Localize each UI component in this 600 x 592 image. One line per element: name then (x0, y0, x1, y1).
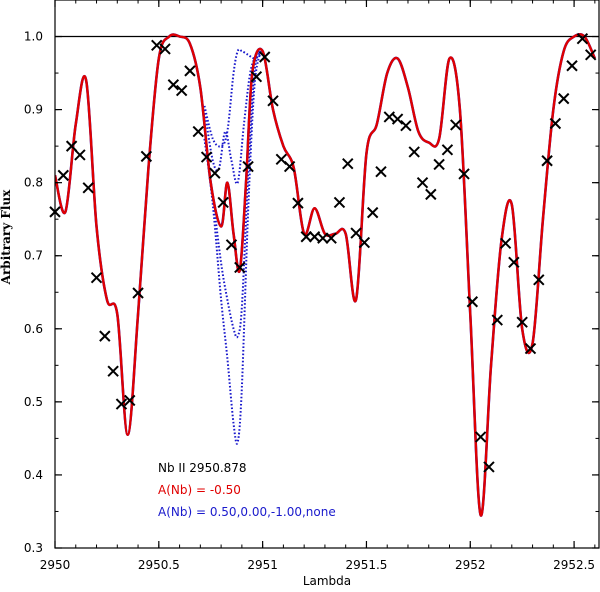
alt-model-line-2 (203, 50, 262, 445)
data-point (217, 196, 229, 209)
data-point (366, 206, 379, 219)
x-tick-label: 2950 (40, 558, 71, 572)
data-point (209, 167, 221, 179)
data-point (234, 261, 246, 274)
data-point (167, 79, 180, 91)
data-point (333, 196, 346, 209)
data-point (466, 296, 479, 308)
data-point (57, 169, 70, 182)
data-point (584, 49, 597, 61)
data-point (225, 239, 238, 251)
x-tick-label: 2950.5 (138, 558, 180, 572)
data-point (483, 461, 495, 473)
data-point (250, 71, 263, 83)
data-point (115, 398, 128, 410)
data-point (184, 65, 196, 77)
x-tick-label: 2952.5 (553, 558, 595, 572)
legend-line-id: Nb II 2950.878 (158, 461, 247, 475)
plot-frame (54, 0, 600, 549)
data-point (576, 33, 589, 45)
axis-ticks-layer: 2950 2950.5 2951 2951.5 2952 2952.5 0.3 0.4 0.5 0… (24, 0, 599, 572)
data-point (508, 256, 520, 269)
data-point (242, 160, 254, 173)
y-tick-label: 0.3 (24, 541, 43, 555)
data-point (259, 51, 271, 63)
data-point (425, 188, 437, 201)
y-tick-label: 0.5 (24, 395, 43, 409)
data-point (107, 365, 119, 377)
data-point (516, 316, 528, 328)
y-tick-label: 0.8 (24, 176, 43, 190)
data-point (300, 231, 312, 243)
x-tick-label: 2951 (247, 558, 278, 572)
data-point (491, 314, 503, 326)
data-point (325, 232, 337, 244)
data-point (99, 330, 111, 342)
data-point (132, 287, 144, 299)
y-tick-label: 0.7 (24, 249, 43, 263)
legend-alternatives-label: A(Nb) = 0.50,0.00,-1.00,none (158, 505, 336, 519)
best-fit-model-layer (55, 32, 597, 517)
y-axis-title: Arbitrary Flux (0, 189, 13, 285)
data-point (433, 158, 445, 171)
data-point (549, 117, 562, 130)
data-point (159, 43, 171, 55)
data-point (400, 119, 412, 132)
data-point (499, 237, 512, 250)
data-point (383, 111, 395, 123)
data-point (175, 84, 188, 97)
data-point (90, 271, 103, 284)
legend: Nb II 2950.878 A(Nb) = -0.50 A(Nb) = 0.5… (158, 461, 336, 519)
observed-points-layer (49, 33, 597, 473)
data-point (533, 274, 545, 286)
data-point (441, 144, 454, 156)
data-point (140, 150, 153, 163)
best-fit-line (55, 33, 596, 517)
data-point (358, 236, 371, 249)
legend-best-fit-label: A(Nb) = -0.50 (158, 483, 241, 497)
data-point (391, 113, 404, 125)
data-point (557, 92, 570, 105)
data-point (200, 151, 213, 163)
y-tick-label: 0.4 (24, 468, 43, 482)
alt-model-line-3 (203, 50, 262, 339)
data-point (65, 140, 78, 152)
data-point (267, 95, 279, 107)
x-tick-label: 2952 (455, 558, 486, 572)
y-tick-label: 0.9 (24, 103, 43, 117)
data-point (151, 39, 163, 52)
data-point (82, 182, 94, 194)
data-point (524, 342, 537, 355)
data-point (408, 146, 420, 158)
y-tick-label: 1.0 (24, 30, 43, 44)
data-point (74, 149, 86, 161)
data-point (192, 125, 204, 138)
data-point (541, 155, 553, 167)
data-point (292, 197, 304, 209)
data-point (375, 165, 387, 178)
data-point (416, 176, 429, 189)
data-point (474, 431, 487, 443)
data-point (283, 160, 296, 173)
y-tick-label: 0.6 (24, 322, 43, 336)
x-tick-label: 2951.5 (345, 558, 387, 572)
data-point (566, 60, 578, 72)
data-point (458, 168, 470, 180)
data-point (317, 232, 329, 244)
data-point (350, 227, 362, 239)
data-point (342, 157, 354, 170)
x-axis-title: Lambda (303, 574, 351, 588)
data-point (450, 119, 462, 131)
data-point (124, 394, 136, 407)
